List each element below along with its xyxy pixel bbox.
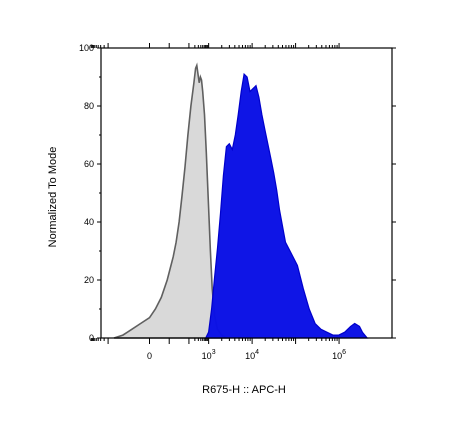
y-tick-label: 100 <box>79 43 94 53</box>
x-tick-exponent: 3 <box>212 349 216 356</box>
y-tick-label: 60 <box>84 159 94 169</box>
histogram-series-2 <box>204 72 369 339</box>
series-layer <box>113 62 369 339</box>
x-tick-label: 104 <box>245 349 259 361</box>
x-tick-label: 103 <box>202 349 216 361</box>
x-axis-label: R675-H :: APC-H <box>202 384 286 396</box>
y-tick-label: 20 <box>84 275 94 285</box>
axes-layer: 0204060801000103104106 <box>79 43 396 361</box>
histogram-series-1 <box>113 62 230 339</box>
y-tick-label: 80 <box>84 101 94 111</box>
x-tick-exponent: 4 <box>255 349 259 356</box>
x-tick-label: 106 <box>332 349 346 361</box>
x-tick-exponent: 6 <box>342 349 346 356</box>
y-tick-label: 40 <box>84 217 94 227</box>
x-tick-label: 0 <box>147 351 152 361</box>
y-axis-label: Normalized To Mode <box>47 147 59 248</box>
